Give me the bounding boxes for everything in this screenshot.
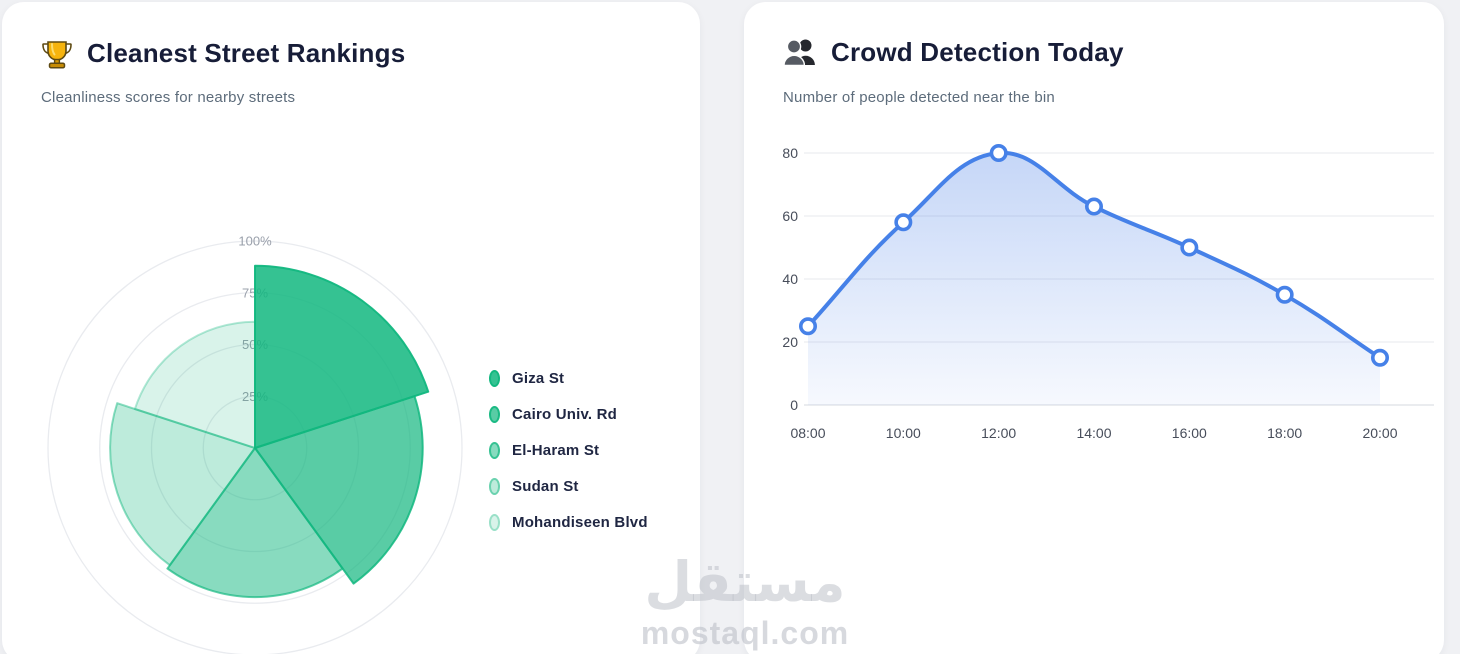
- trophy-icon: [42, 41, 72, 69]
- legend-label: Mohandiseen Blvd: [512, 513, 648, 531]
- legend-marker: [489, 405, 500, 423]
- x-tick-label: 16:00: [1172, 425, 1207, 441]
- legend-label: Cairo Univ. Rd: [512, 405, 618, 423]
- polar-slice-cairo-univ-rd[interactable]: [254, 395, 424, 585]
- legend-marker: [489, 513, 500, 531]
- crowd-line-chart[interactable]: 0 20 40 60 80 08:00 10:00 12:00 14:00 16:00 18:00 2…: [744, 2, 1444, 654]
- legend-marker: [489, 369, 500, 387]
- rankings-card-header: Cleanest Street Rankings: [40, 36, 405, 70]
- legend-item-sudan-st[interactable]: Sudan St: [489, 468, 648, 504]
- legend-marker: [489, 441, 500, 459]
- crowd-title: Crowd Detection Today: [831, 36, 1124, 67]
- polar-slice-giza-st[interactable]: [254, 264, 430, 449]
- polar-area-chart[interactable]: 25%50%75%100%: [2, 2, 700, 654]
- x-tick-label: 20:00: [1362, 425, 1397, 441]
- legend-item-mohandiseen-blvd[interactable]: Mohandiseen Blvd: [489, 504, 648, 540]
- y-tick-label: 0: [790, 397, 798, 413]
- line-area-fill: [808, 152, 1380, 405]
- y-tick-label: 60: [782, 208, 798, 224]
- y-tick-label: 20: [782, 334, 798, 350]
- line-point-12-00[interactable]: [989, 144, 1008, 163]
- legend-label: Giza St: [512, 369, 565, 387]
- legend-item-giza-st[interactable]: Giza St: [489, 360, 648, 396]
- y-tick-label: 80: [782, 145, 798, 161]
- x-tick-label: 10:00: [886, 425, 921, 441]
- line-point-14-00[interactable]: [1084, 197, 1103, 216]
- line-point-20-00[interactable]: [1370, 348, 1389, 367]
- crowd-card-header: Crowd Detection Today: [782, 36, 1124, 68]
- x-tick-label: 12:00: [981, 425, 1016, 441]
- legend-marker: [489, 477, 500, 495]
- x-tick-label: 18:00: [1267, 425, 1302, 441]
- rankings-card: Cleanest Street Rankings Cleanliness sco…: [2, 2, 700, 654]
- line-point-10-00[interactable]: [894, 213, 913, 232]
- polar-slice-sudan-st[interactable]: [109, 402, 256, 567]
- polar-ring-label: 100%: [238, 234, 272, 249]
- y-tick-label: 40: [782, 271, 798, 287]
- chart-legend: Giza St Cairo Univ. Rd El-Haram St Sudan St…: [489, 360, 648, 540]
- rankings-subtitle: Cleanliness scores for nearby streets: [41, 89, 296, 106]
- legend-label: Sudan St: [512, 477, 579, 495]
- polar-slice-mohandiseen-blvd[interactable]: [133, 320, 256, 449]
- rankings-title: Cleanest Street Rankings: [87, 37, 406, 68]
- polar-grid-ring: [47, 240, 463, 654]
- line-point-08-00[interactable]: [798, 317, 817, 336]
- line-point-16-00[interactable]: [1180, 238, 1199, 257]
- polar-slice-el-haram-st[interactable]: [166, 447, 344, 598]
- crowd-icon: [783, 39, 815, 67]
- line-point-18-00[interactable]: [1275, 285, 1294, 304]
- crowd-card: Crowd Detection Today Number of people d…: [744, 2, 1444, 654]
- legend-label: El-Haram St: [512, 441, 600, 459]
- legend-item-el-haram-st[interactable]: El-Haram St: [489, 432, 648, 468]
- x-tick-label: 14:00: [1076, 425, 1111, 441]
- crowd-subtitle: Number of people detected near the bin: [783, 89, 1055, 106]
- legend-item-cairo-univ-rd[interactable]: Cairo Univ. Rd: [489, 396, 648, 432]
- x-tick-label: 08:00: [790, 425, 825, 441]
